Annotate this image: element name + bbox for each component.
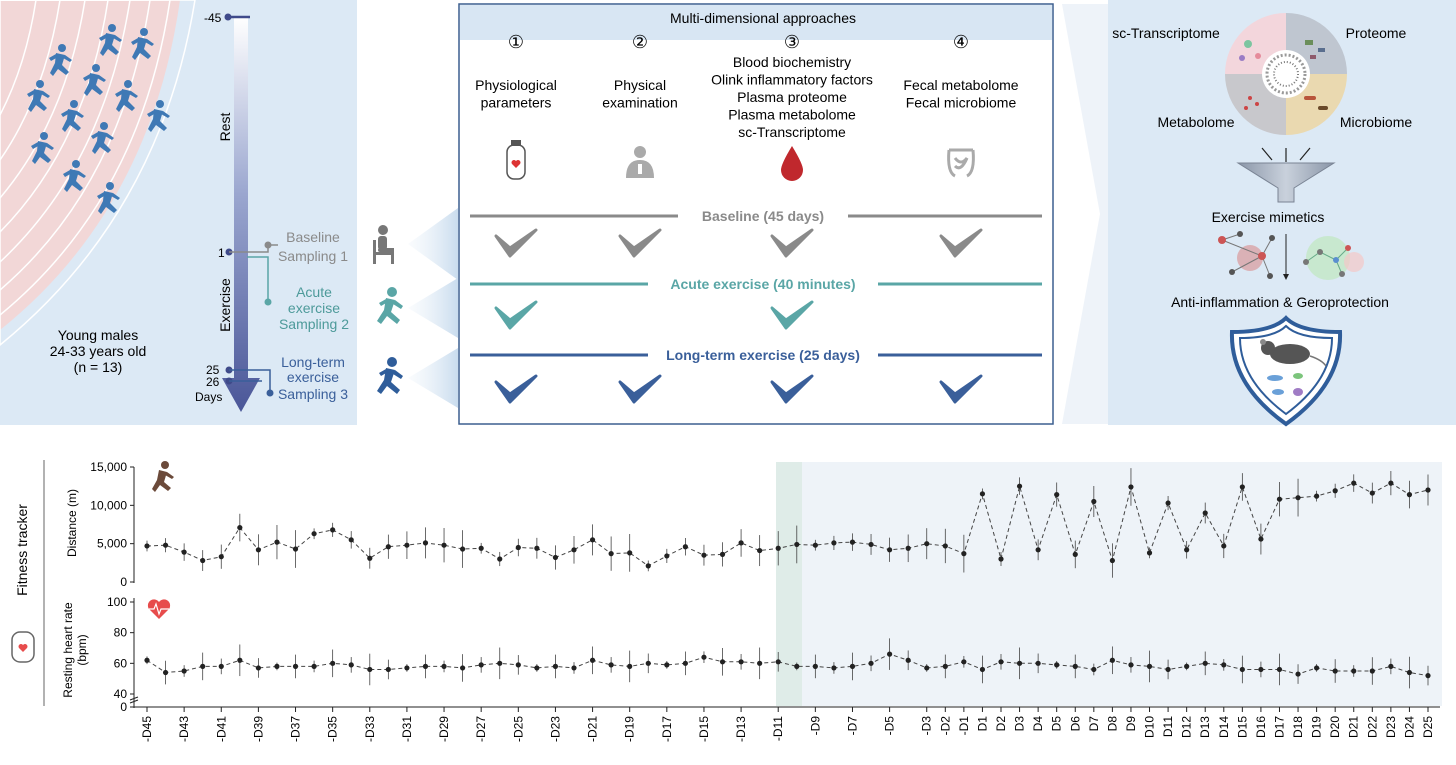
- runners-group: [27, 24, 170, 214]
- approach-column: ④ Fecal metabolome Fecal microbiome: [903, 32, 1019, 178]
- sampling1-label: Sampling 1: [278, 248, 348, 264]
- approach-number: ④: [953, 32, 969, 52]
- smartwatch-icon: [506, 140, 526, 180]
- approach-text-line: Plasma proteome: [737, 89, 847, 105]
- sampling3-label: Sampling 3: [278, 386, 348, 402]
- check-icon: [770, 228, 814, 258]
- baseline-label: Baseline: [286, 229, 340, 245]
- big-arrow: [1062, 4, 1108, 424]
- molecule-network-icon: [1218, 231, 1275, 279]
- proteome-label: Proteome: [1346, 25, 1407, 41]
- runner-icon: [147, 100, 170, 132]
- beam-baseline: [408, 208, 458, 280]
- cohort-line3: (n = 13): [74, 359, 123, 375]
- runner-icon: [63, 160, 86, 192]
- approach-text-line: sc-Transcriptome: [738, 124, 846, 140]
- beam-acute: [408, 278, 458, 338]
- intestine-icon: [947, 148, 975, 178]
- phase-row: Baseline (45 days): [470, 208, 1042, 258]
- timeline-arrow: [222, 17, 260, 412]
- check-icon: [494, 228, 538, 258]
- cohort-line1: Young males: [58, 327, 138, 343]
- funnel-icon: [1236, 147, 1336, 203]
- approach-text-line: Physical: [614, 77, 666, 93]
- beam-longterm: [408, 348, 458, 408]
- mimetics-label: Exercise mimetics: [1212, 209, 1325, 225]
- runner-icon: [49, 44, 72, 76]
- approach-text-line: parameters: [481, 95, 552, 111]
- runner-icon: [99, 24, 122, 56]
- timeline-start-label: -45: [204, 11, 222, 25]
- phase-label: Baseline (45 days): [702, 208, 824, 224]
- blood-drop-icon: [781, 146, 803, 181]
- approach-text-line: Blood biochemistry: [733, 54, 851, 70]
- runner-icon: [31, 132, 54, 164]
- approach-text-line: Plasma metabolome: [728, 107, 856, 123]
- phase-row: Long-term exercise (25 days): [470, 347, 1042, 404]
- approach-column: ① Physiological parameters: [475, 32, 557, 180]
- exercise-label: Exercise: [217, 278, 233, 332]
- approach-text-line: examination: [602, 95, 678, 111]
- check-icon: [770, 300, 814, 330]
- approach-number: ①: [508, 32, 524, 52]
- cohort-line2: 24-33 years old: [50, 343, 147, 359]
- timeline-days-label: Days: [195, 390, 222, 404]
- omics-panel: sc-Transcriptome Proteome Metabolome Mic…: [1108, 0, 1456, 427]
- longterm-label-2: exercise: [287, 369, 339, 385]
- acute-label-1: Acute: [296, 284, 332, 300]
- phase-row: Acute exercise (40 minutes): [470, 276, 1042, 330]
- approach-number: ②: [632, 32, 648, 52]
- runner-icon: [97, 182, 120, 214]
- sitting-person-icon: [373, 225, 394, 264]
- doctor-icon: [626, 146, 654, 178]
- check-icon: [939, 374, 983, 404]
- runner-icon: [83, 64, 106, 96]
- runner-icon: [61, 100, 84, 132]
- microbiome-label: Microbiome: [1340, 114, 1413, 130]
- cohort-panel: [0, 0, 357, 425]
- timeline-day25-label: 25: [206, 363, 220, 377]
- approach-text-line: Physiological: [475, 77, 557, 93]
- check-icon: [618, 228, 662, 258]
- molecule-structure-icon: [1303, 236, 1364, 280]
- approach-text-line: Olink inflammatory factors: [711, 72, 873, 88]
- check-icon: [494, 300, 538, 330]
- acute-label-2: exercise: [288, 300, 340, 316]
- check-icon: [494, 374, 538, 404]
- longterm-runner-icon: [377, 357, 403, 394]
- sampling2-label: Sampling 2: [279, 316, 349, 332]
- transcriptome-label: sc-Transcriptome: [1112, 25, 1220, 41]
- metabolome-label: Metabolome: [1157, 114, 1234, 130]
- approach-number: ③: [784, 32, 800, 52]
- acute-runner-icon: [377, 287, 403, 324]
- runner-icon: [115, 80, 138, 112]
- shield-mouse-icon: [1229, 315, 1343, 427]
- runner-icon: [91, 122, 114, 154]
- check-icon: [939, 228, 983, 258]
- phase-label: Acute exercise (40 minutes): [670, 276, 855, 292]
- runner-icon: [131, 28, 154, 60]
- approach-text-line: Fecal microbiome: [906, 95, 1017, 111]
- omics-circle: [1225, 13, 1347, 135]
- outcome-label: Anti-inflammation & Geroprotection: [1171, 294, 1389, 310]
- check-icon: [770, 374, 814, 404]
- phase-label: Long-term exercise (25 days): [666, 347, 860, 363]
- rest-label: Rest: [217, 113, 233, 142]
- approach-column: ③ Blood biochemistry Olink inflammatory fa…: [711, 32, 873, 181]
- check-icon: [618, 374, 662, 404]
- timeline: -45 1 25 26 Days Rest Exercise Baseline …: [195, 11, 349, 412]
- cohort-label: Young males 24-33 years old (n = 13): [50, 327, 147, 375]
- longterm-label-1: Long-term: [281, 354, 345, 370]
- timeline-day26-label: 26: [206, 375, 220, 389]
- approaches-title: Multi-dimensional approaches: [670, 10, 856, 26]
- approach-text-line: Fecal metabolome: [903, 77, 1018, 93]
- approach-column: ② Physical examination: [602, 32, 678, 178]
- runner-icon: [27, 80, 50, 112]
- timeline-day1-label: 1: [218, 246, 225, 260]
